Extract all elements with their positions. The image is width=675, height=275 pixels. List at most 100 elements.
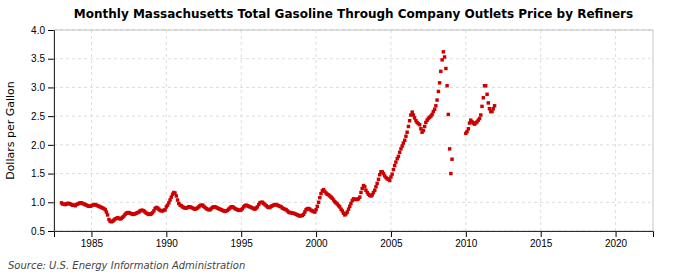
data-point xyxy=(393,164,396,167)
y-axis-tick-label: 1.0 xyxy=(31,197,45,208)
x-axis-tick: 1995 xyxy=(231,231,254,249)
y-axis-tick-label: 2.0 xyxy=(31,140,45,151)
marks xyxy=(60,50,497,223)
grid-line-y xyxy=(54,116,653,117)
x-axis-tick-mark xyxy=(316,231,317,237)
data-point xyxy=(394,160,397,163)
data-point xyxy=(392,168,395,171)
data-point xyxy=(358,195,361,198)
source-note: Source: U.S. Energy Information Administ… xyxy=(8,260,245,271)
grid-line-x xyxy=(241,30,242,231)
data-point xyxy=(479,113,482,116)
y-axis-tick: 3.0 xyxy=(31,82,54,93)
y-axis-tick: 4.0 xyxy=(31,25,54,36)
x-axis: 19851990199520002005201020152020 xyxy=(55,231,654,249)
y-axis-tick: 1.5 xyxy=(31,168,54,179)
data-point xyxy=(423,125,426,128)
grid-line-y xyxy=(54,173,653,174)
grid-line-x xyxy=(316,30,317,231)
x-axis-tick-mark xyxy=(541,231,542,237)
x-axis-tick: 1990 xyxy=(156,231,179,249)
data-point xyxy=(408,119,411,122)
data-point xyxy=(484,84,487,87)
data-point xyxy=(493,104,496,107)
grid-line-x xyxy=(615,30,616,231)
y-axis-tick-label: 3.5 xyxy=(31,53,45,64)
grid-line-x xyxy=(540,30,541,231)
x-axis-tick: 1985 xyxy=(81,231,104,249)
data-point xyxy=(467,127,470,130)
y-axis-tick-mark xyxy=(48,145,54,146)
data-point xyxy=(447,113,450,116)
x-axis-tick: 2005 xyxy=(380,231,403,249)
data-point xyxy=(439,70,442,73)
y-axis-tick: 3.5 xyxy=(31,53,54,64)
data-point xyxy=(317,201,320,204)
data-point xyxy=(106,213,109,216)
data-point xyxy=(404,135,407,138)
data-point xyxy=(445,84,448,87)
data-point xyxy=(314,208,317,211)
data-point xyxy=(443,55,446,58)
y-axis-tick-mark xyxy=(48,116,54,117)
data-point xyxy=(482,96,485,99)
y-axis-tick-mark xyxy=(48,174,54,175)
data-point xyxy=(422,129,425,132)
x-axis-tick: 2020 xyxy=(605,231,628,249)
y-axis-tick-mark xyxy=(48,87,54,88)
data-point xyxy=(388,179,391,182)
x-axis-tick-mark xyxy=(91,231,92,237)
y-axis-tick-mark xyxy=(48,30,54,31)
grid-line-x xyxy=(91,30,92,231)
y-axis-tick-mark xyxy=(48,231,54,232)
x-axis-tick-label: 2015 xyxy=(530,238,553,249)
data-point xyxy=(363,185,366,188)
data-point xyxy=(405,130,408,133)
x-axis-tick-label: 2020 xyxy=(605,238,628,249)
data-point xyxy=(403,139,406,142)
chart-title: Monthly Massachusetts Total Gasoline Thr… xyxy=(74,7,633,21)
x-axis-tick-mark xyxy=(241,231,242,237)
data-point xyxy=(442,50,445,53)
y-axis-tick-label: 4.0 xyxy=(31,25,45,36)
data-point xyxy=(487,101,490,104)
y-axis-tick-mark xyxy=(48,59,54,60)
grid-line-y xyxy=(54,144,653,145)
y-axis: 0.51.01.52.02.53.03.54.0 xyxy=(31,25,54,237)
data-point xyxy=(373,188,376,191)
data-point xyxy=(438,81,441,84)
x-axis-tick: 2010 xyxy=(455,231,478,249)
data-point xyxy=(176,198,179,201)
data-point xyxy=(448,147,451,150)
y-axis-tick-mark xyxy=(48,202,54,203)
grid-line-y xyxy=(54,58,653,59)
data-point xyxy=(316,205,319,208)
x-axis-tick-mark xyxy=(466,231,467,237)
y-axis-tick-label: 3.0 xyxy=(31,82,45,93)
x-axis-tick-mark xyxy=(166,231,167,237)
x-axis-tick-label: 1995 xyxy=(231,238,254,249)
data-point xyxy=(433,108,436,111)
y-axis-tick: 1.0 xyxy=(31,197,54,208)
data-point xyxy=(318,196,321,199)
plot: 198519901995200020052010201520200.51.01.… xyxy=(31,25,653,249)
data-point xyxy=(397,155,400,158)
x-axis-tick-label: 1990 xyxy=(156,238,179,249)
x-axis-tick-mark xyxy=(391,231,392,237)
data-point xyxy=(407,125,410,128)
grid xyxy=(54,30,653,231)
x-axis-tick: 2015 xyxy=(530,231,553,249)
y-axis-tick-label: 0.5 xyxy=(31,226,45,237)
data-point xyxy=(359,191,362,194)
y-axis-tick: 2.0 xyxy=(31,140,54,151)
data-point xyxy=(485,93,488,96)
x-axis-tick-mark xyxy=(616,231,617,237)
y-axis-tick: 0.5 xyxy=(31,226,54,237)
data-point xyxy=(444,67,447,70)
data-point xyxy=(175,194,178,197)
data-point xyxy=(434,104,437,107)
grid-line-x xyxy=(390,30,391,231)
data-point xyxy=(374,185,377,188)
data-point xyxy=(435,98,438,101)
plot-frame xyxy=(54,30,653,231)
